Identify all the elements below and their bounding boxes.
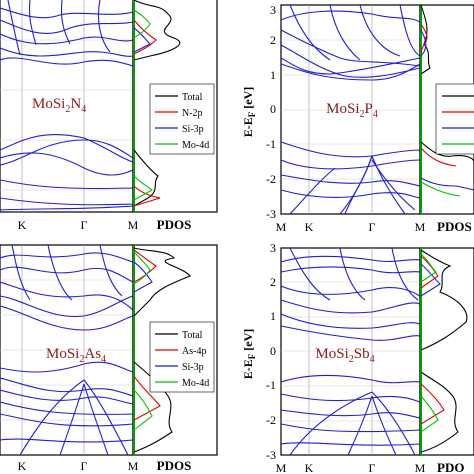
- pdos-legend: Total N-2p Si-3p Mo-4d: [149, 83, 215, 155]
- band-lines: [0, 0, 134, 211]
- y-tick-label: 0: [270, 344, 276, 358]
- legend-entry: Total: [182, 92, 203, 103]
- material-label: MoSi2P4: [326, 101, 378, 120]
- pdos-axis-label: PDOS: [157, 458, 192, 473]
- band-lines: [280, 4, 421, 215]
- m-tick-label: M: [276, 220, 287, 234]
- legend-entry: Mo-4d: [182, 378, 209, 389]
- gamma-tick-label: Γ: [81, 459, 88, 473]
- y-tick-label: 2: [270, 275, 276, 289]
- y-tick-label: -2: [266, 172, 276, 186]
- m-tick-label: M: [415, 461, 426, 474]
- pdos-axes-frame: [419, 247, 474, 456]
- legend-entry: Total: [182, 330, 203, 341]
- y-tick-label: 1: [270, 309, 276, 323]
- gamma-tick-label: Γ: [81, 218, 88, 232]
- y-axis-label: E-EF [eV]: [241, 87, 257, 138]
- gamma-tick-label: Γ: [369, 461, 376, 474]
- material-label: MoSi2Sb4: [315, 346, 374, 365]
- pdos-axis-label: PDOS: [437, 219, 472, 234]
- legend-entry: N-2p: [182, 108, 203, 119]
- y-tick-label: -3: [266, 448, 276, 462]
- y-tick-label: 1: [270, 68, 276, 82]
- panel-mosi2as4: MoSi2As4 Total As-4p Si-3p Mo-4d K Γ M P…: [0, 244, 218, 473]
- material-label: MoSi2As4: [46, 346, 106, 365]
- legend-entry: Si-3p: [182, 362, 204, 373]
- y-axis-label: E-EF [eV]: [241, 329, 257, 380]
- y-tick-label: 3: [270, 3, 276, 17]
- material-label: MoSi2N4: [32, 96, 86, 115]
- k-tick-label: K: [18, 459, 27, 473]
- panel-mosi2n4: MoSi2N4 Total N-2p Si-3p Mo-4d K Γ M PDO…: [0, 0, 218, 232]
- k-tick-label: K: [305, 220, 314, 234]
- band-lines: [0, 244, 134, 456]
- pdos-legend-clipped: [435, 83, 474, 155]
- k-tick-label: K: [305, 461, 314, 474]
- pdos-curves: [420, 4, 474, 197]
- legend-entry: As-4p: [182, 346, 206, 357]
- k-tick-label: K: [18, 218, 27, 232]
- y-tick-label: 0: [270, 102, 276, 116]
- pdos-curves: [420, 249, 468, 453]
- legend-entry: Si-3p: [182, 124, 204, 135]
- y-tick-label: -2: [266, 413, 276, 427]
- m-tick-label: M: [128, 218, 139, 232]
- m-tick-label: M: [276, 461, 287, 474]
- y-tick-label: 2: [270, 33, 276, 47]
- pdos-legend: Total As-4p Si-3p Mo-4d: [149, 321, 215, 393]
- legend-entry: Mo-4d: [182, 140, 209, 151]
- m-tick-label: M: [128, 459, 139, 473]
- gamma-tick-label: Γ: [369, 220, 376, 234]
- band-axes-frame: [280, 247, 421, 456]
- band-lines: [280, 247, 421, 456]
- y-tick-label: -3: [266, 207, 276, 221]
- panel-mosi2p4: E-EF [eV] 3 2 1 0 -1 -2 -3: [241, 3, 474, 234]
- y-tick-label: -1: [266, 378, 276, 392]
- m-tick-label: M: [415, 220, 426, 234]
- y-tick-label: 3: [270, 241, 276, 255]
- y-tick-label: -1: [266, 137, 276, 151]
- pdos-axis-label: PDO: [437, 460, 464, 474]
- pdos-axis-label: PDOS: [157, 217, 192, 232]
- panel-mosi2sb4: E-EF [eV] 3 2 1 0 -1 -2 -3: [241, 241, 474, 474]
- pdos-curves: [133, 0, 181, 207]
